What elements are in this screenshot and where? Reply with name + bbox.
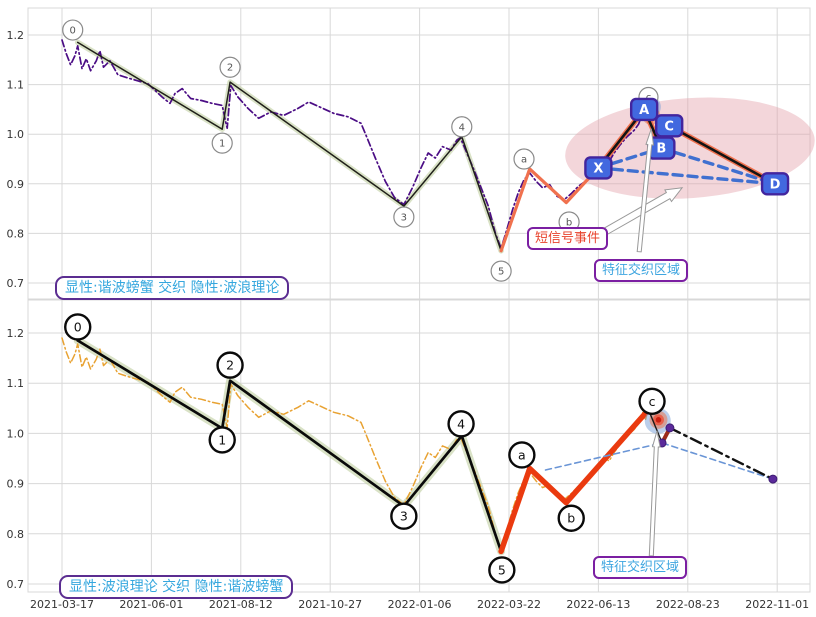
wave-label-circle <box>451 116 473 138</box>
harmonic-point-box <box>760 172 790 196</box>
x-tick-label: 2022-03-22 <box>477 598 541 611</box>
y-tick-label: 1.0 <box>7 128 25 141</box>
wave-label-text: 2 <box>227 63 233 74</box>
panel-bottom: 0 1 2 3 4 5 a b c <box>61 313 778 584</box>
y-tick-label: 1.2 <box>7 327 25 340</box>
crab-retracement-dashed <box>659 146 777 186</box>
wave-label-text: 3 <box>401 213 407 224</box>
y-tick-label: 0.8 <box>7 528 25 541</box>
x-tick-label: 2022-08-23 <box>656 598 720 611</box>
harmonic-point-box <box>655 114 684 138</box>
harmonic-point-label: B <box>656 142 666 157</box>
hidden-crab-segment <box>647 409 663 444</box>
wave-label-text: c <box>649 394 656 409</box>
wave-label-circle <box>219 56 241 78</box>
x-tick-label: 2021-03-17 <box>30 598 94 611</box>
wave-label-circle <box>393 206 415 228</box>
wave-label-circle <box>64 313 92 341</box>
wave-label-text: 5 <box>498 267 504 278</box>
wave-label-text: 4 <box>457 416 465 431</box>
harmonic-point-label: A <box>639 103 649 118</box>
y-tick-label: 1.1 <box>7 377 25 390</box>
y-tick-label: 0.7 <box>7 277 25 290</box>
wave-label-circle <box>508 441 536 469</box>
y-tick-label: 1.2 <box>7 29 25 42</box>
wave-label-text: b <box>566 217 572 228</box>
annotation-feature-region-bottom: 特征交织区域 <box>593 556 688 579</box>
wave-label-circle <box>390 502 418 530</box>
panel-bottom-background <box>27 299 811 593</box>
x-tick-label: 2021-10-27 <box>298 598 362 611</box>
legend-bottom-panel: 显性:波浪理论 交织 隐性:谐波螃蟹 <box>59 575 294 599</box>
crab-retracement-dashed <box>596 166 777 186</box>
impulse-wave-line <box>76 41 502 252</box>
harmonic-point-label: X <box>593 161 603 176</box>
y-tick-label: 0.8 <box>7 227 25 240</box>
wave-label-circle <box>490 260 512 282</box>
wave-label-text: 0 <box>74 319 82 334</box>
wave-label-text: 3 <box>400 509 408 524</box>
wave-label-circle <box>62 19 84 41</box>
wave-label-circle <box>638 387 666 415</box>
x-tick-label: 2022-01-06 <box>388 598 452 611</box>
wave-label-text: 1 <box>218 432 226 447</box>
callout-arrow <box>636 128 655 253</box>
wave-label-circle <box>513 148 535 170</box>
correction-wave-line <box>499 166 600 253</box>
legend-top-panel: 显性:谐波螃蟹 交织 隐性:波浪理论 <box>55 276 290 300</box>
wave-label-text: 4 <box>459 122 465 133</box>
wave-label-text: 1 <box>219 139 225 150</box>
x-tick-label: 2022-11-01 <box>745 598 809 611</box>
bullseye-marker <box>655 417 662 423</box>
wave-label-text: b <box>567 511 575 526</box>
x-tick-label: 2022-06-13 <box>566 598 630 611</box>
panel-top: c012345abXABCD <box>61 19 815 282</box>
wave-label-circle <box>488 556 516 584</box>
y-tick-label: 1.1 <box>7 79 25 92</box>
harmonic-point-label: D <box>770 177 781 192</box>
annotation-feature-region-top: 特征交织区域 <box>594 259 689 282</box>
x-tick-label: 2021-08-12 <box>209 598 273 611</box>
impulse-wave-line <box>76 339 503 553</box>
wave-label-circle <box>557 504 585 532</box>
y-tick-label: 0.7 <box>7 578 25 591</box>
wave-label-text: 5 <box>498 562 506 577</box>
wave-label-circle <box>208 426 236 454</box>
y-tick-label: 0.9 <box>7 478 25 491</box>
wave-label-circle <box>447 410 475 438</box>
harmonic-point-label: C <box>664 119 674 134</box>
wave-label-circle <box>211 132 233 154</box>
wave-label-text: 0 <box>70 26 76 37</box>
hidden-crab-dashdot-line <box>668 426 775 481</box>
hidden-crab-point-dot <box>768 474 778 484</box>
wave-label-circle <box>216 351 244 379</box>
harmonic-point-box <box>584 156 613 180</box>
harmonic-point-box <box>629 97 659 122</box>
callout-arrow <box>648 430 661 557</box>
wave-label-text: a <box>518 447 526 462</box>
y-tick-label: 1.0 <box>7 427 25 440</box>
y-tick-label: 0.9 <box>7 178 25 191</box>
wave-label-text: 2 <box>226 358 234 373</box>
x-tick-label: 2021-06-01 <box>119 598 183 611</box>
hidden-crab-point-dot <box>665 423 675 433</box>
wave-label-text: a <box>521 155 527 166</box>
annotation-short-signal-event: 短信号事件 <box>527 227 609 250</box>
